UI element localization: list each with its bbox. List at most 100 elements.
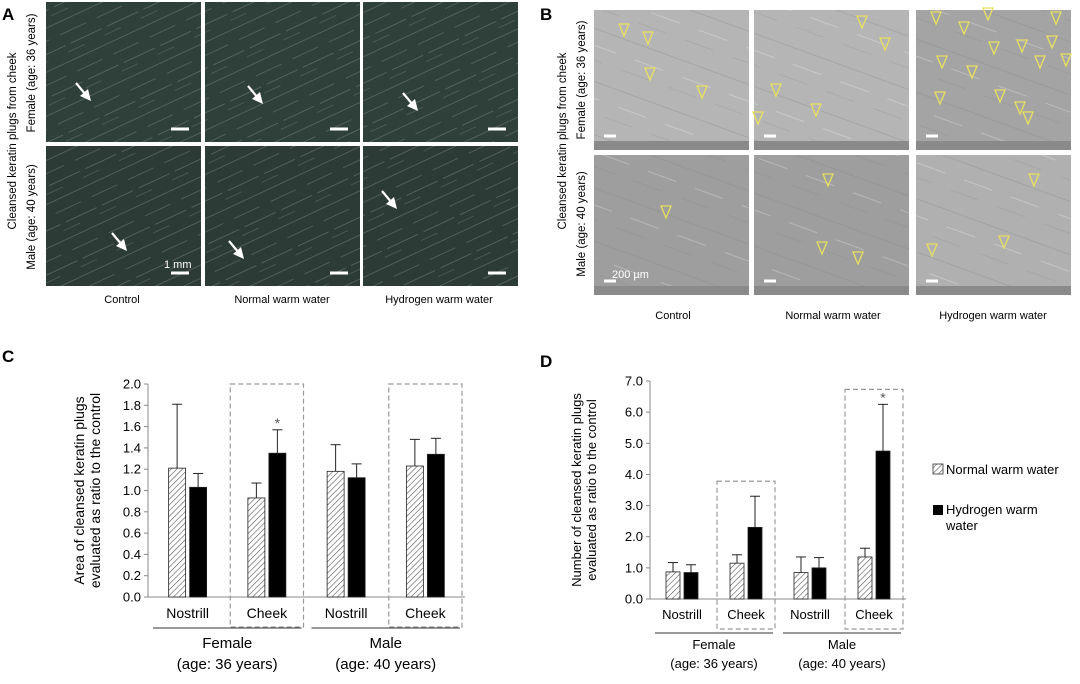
micrograph-a-texture: [46, 146, 201, 286]
y-tick-label: 0.6: [123, 526, 141, 541]
panel-a-scale-label: 1 mm: [164, 259, 192, 271]
chart-d: 0.0 1.0 2.0 3.0 4.0 5.0 6.0 7.0 Number of cleans…: [569, 374, 906, 671]
y-tick-label: 2.0: [625, 529, 643, 544]
sem-info-strip: [594, 286, 749, 295]
keratin-plug-marker: [1060, 53, 1072, 68]
keratin-plug-marker: [958, 21, 970, 36]
y-tick-label: 0.0: [625, 592, 643, 607]
keratin-plug-marker: [988, 41, 1000, 56]
panel-d: D 0.0 1.0 2.0 3.0 4.0 5.0 6.0 7.0 Number of clea…: [540, 352, 1059, 671]
sem-info-strip: [594, 141, 749, 150]
keratin-plug-marker: [822, 173, 834, 188]
y-tick-label: 1.6: [123, 419, 141, 434]
arrow-head: [233, 247, 244, 259]
panel-b-col-label-normal: Normal warm water: [785, 310, 881, 322]
group-label: Female: [692, 637, 735, 652]
bar-normal-warm-water: [793, 572, 809, 600]
y-tick-label: 5.0: [625, 436, 643, 451]
panel-a-col-label-hydrogen: Hydrogen warm water: [385, 294, 493, 306]
panel-b-markers: [618, 7, 1072, 266]
micrograph-b-texture: [916, 155, 1071, 295]
keratin-plug-marker: [926, 243, 938, 258]
panel-letter-a: A: [2, 5, 14, 24]
y-tick-label: 7.0: [625, 374, 643, 389]
panel-b-col-label-control: Control: [655, 310, 690, 322]
panel-a-images: [46, 2, 518, 286]
category-label: Cheek: [405, 605, 446, 621]
y-tick-label: 2.0: [123, 377, 141, 392]
bar-normal-warm-water: [729, 562, 745, 600]
micrograph-b-texture: [594, 155, 749, 295]
keratin-plug-marker: [1022, 111, 1034, 126]
micrograph-a-texture: [205, 2, 360, 142]
sem-info-strip: [754, 141, 909, 150]
panel-letter-d: D: [540, 352, 552, 371]
panel-b-scale-label: 200 µm: [612, 269, 649, 281]
keratin-plug-marker: [816, 241, 828, 256]
micrograph-b-texture: [594, 10, 749, 150]
group-sublabel: (age: 40 years): [335, 656, 436, 673]
category-label: Nostrill: [662, 607, 702, 622]
legend: Normal warm water Hydrogen warm water: [932, 462, 1059, 533]
panel-c: C 0.0 0.2 0.4 0.6 0.8 1.0 1.2 1.4 1.6 1.8 2.0 Area …: [2, 347, 465, 673]
highlight-box: [716, 480, 776, 630]
y-tick-label: 0.8: [123, 504, 141, 519]
y-tick-label: 0.4: [123, 547, 141, 562]
panel-b-row-label-female: Female (age: 36 years): [576, 20, 588, 139]
panel-a: A Cleansed keratin plugs from cheek Fema…: [2, 2, 518, 306]
group-label: Female: [202, 635, 252, 652]
category-label: Cheek: [727, 607, 765, 622]
keratin-plug-marker: [1028, 173, 1040, 188]
group-sublabel: (age: 36 years): [670, 656, 757, 671]
y-tick-label: 1.8: [123, 398, 141, 413]
y-axis-label: Number of cleansed keratin plugsevaluate…: [569, 393, 599, 587]
y-tick-label: 1.2: [123, 462, 141, 477]
keratin-plug-marker: [998, 235, 1010, 250]
panel-b-col-label-hydrogen: Hydrogen warm water: [939, 310, 1047, 322]
y-tick-label: 0.2: [123, 568, 141, 583]
bar-hydrogen-warm-water: [347, 477, 366, 598]
category-label: Cheek: [855, 607, 893, 622]
y-axis-label: Area of cleansed keratin plugsevaluated …: [71, 393, 103, 588]
micrograph-b-texture: [754, 10, 909, 150]
category-label: Cheek: [247, 605, 288, 621]
bar-hydrogen-warm-water: [811, 567, 827, 600]
panel-b-row-label-male: Male (age: 40 years): [576, 171, 588, 277]
significance-mark: *: [880, 389, 886, 405]
bar-hydrogen-warm-water: [875, 450, 891, 600]
panel-b: B Cleansed keratin plugs from cheek Fema…: [540, 5, 1072, 322]
panel-b-ylabel: Cleansed keratin plugs from cheek: [557, 52, 569, 229]
keratin-plug-marker: [934, 91, 946, 106]
keratin-plug-marker: [770, 83, 782, 98]
y-tick-label: 1.0: [123, 483, 141, 498]
keratin-plug-marker: [696, 85, 708, 100]
panel-b-images: [594, 10, 1071, 295]
panel-letter-b: B: [540, 5, 552, 24]
y-tick-label: 0.0: [123, 590, 141, 605]
panel-a-ylabel: Cleansed keratin plugs from cheek: [7, 52, 19, 229]
category-label: Nostrill: [790, 607, 830, 622]
panel-a-row-label-female: Female (age: 36 years): [26, 13, 38, 132]
legend-label-hydrogen: Hydrogen warm water: [945, 502, 1041, 533]
arrow-head: [407, 99, 418, 111]
panel-a-row-label-male: Male (age: 40 years): [26, 164, 38, 270]
sem-info-strip: [916, 286, 1071, 295]
bar-normal-warm-water: [405, 465, 424, 598]
y-axis-label-line: Area of cleansed keratin plugs: [71, 396, 87, 584]
keratin-plug-marker: [660, 205, 672, 220]
keratin-plug-marker: [879, 37, 891, 52]
bar-hydrogen-warm-water: [683, 572, 699, 600]
micrograph-a-texture: [363, 146, 518, 286]
y-tick-label: 3.0: [625, 498, 643, 513]
panel-a-col-label-control: Control: [104, 294, 139, 306]
group-label: Male: [369, 635, 402, 652]
keratin-plug-marker: [1046, 35, 1058, 50]
category-label: Nostrill: [166, 605, 209, 621]
highlight-box: [229, 383, 305, 628]
keratin-plug-marker: [930, 11, 942, 26]
bar-hydrogen-warm-water: [268, 452, 287, 598]
arrow-head: [116, 239, 127, 251]
chart-c: 0.0 0.2 0.4 0.6 0.8 1.0 1.2 1.4 1.6 1.8 2.0 Area of…: [71, 377, 465, 673]
bar-normal-warm-water: [665, 571, 681, 600]
arrow-head: [80, 89, 91, 101]
